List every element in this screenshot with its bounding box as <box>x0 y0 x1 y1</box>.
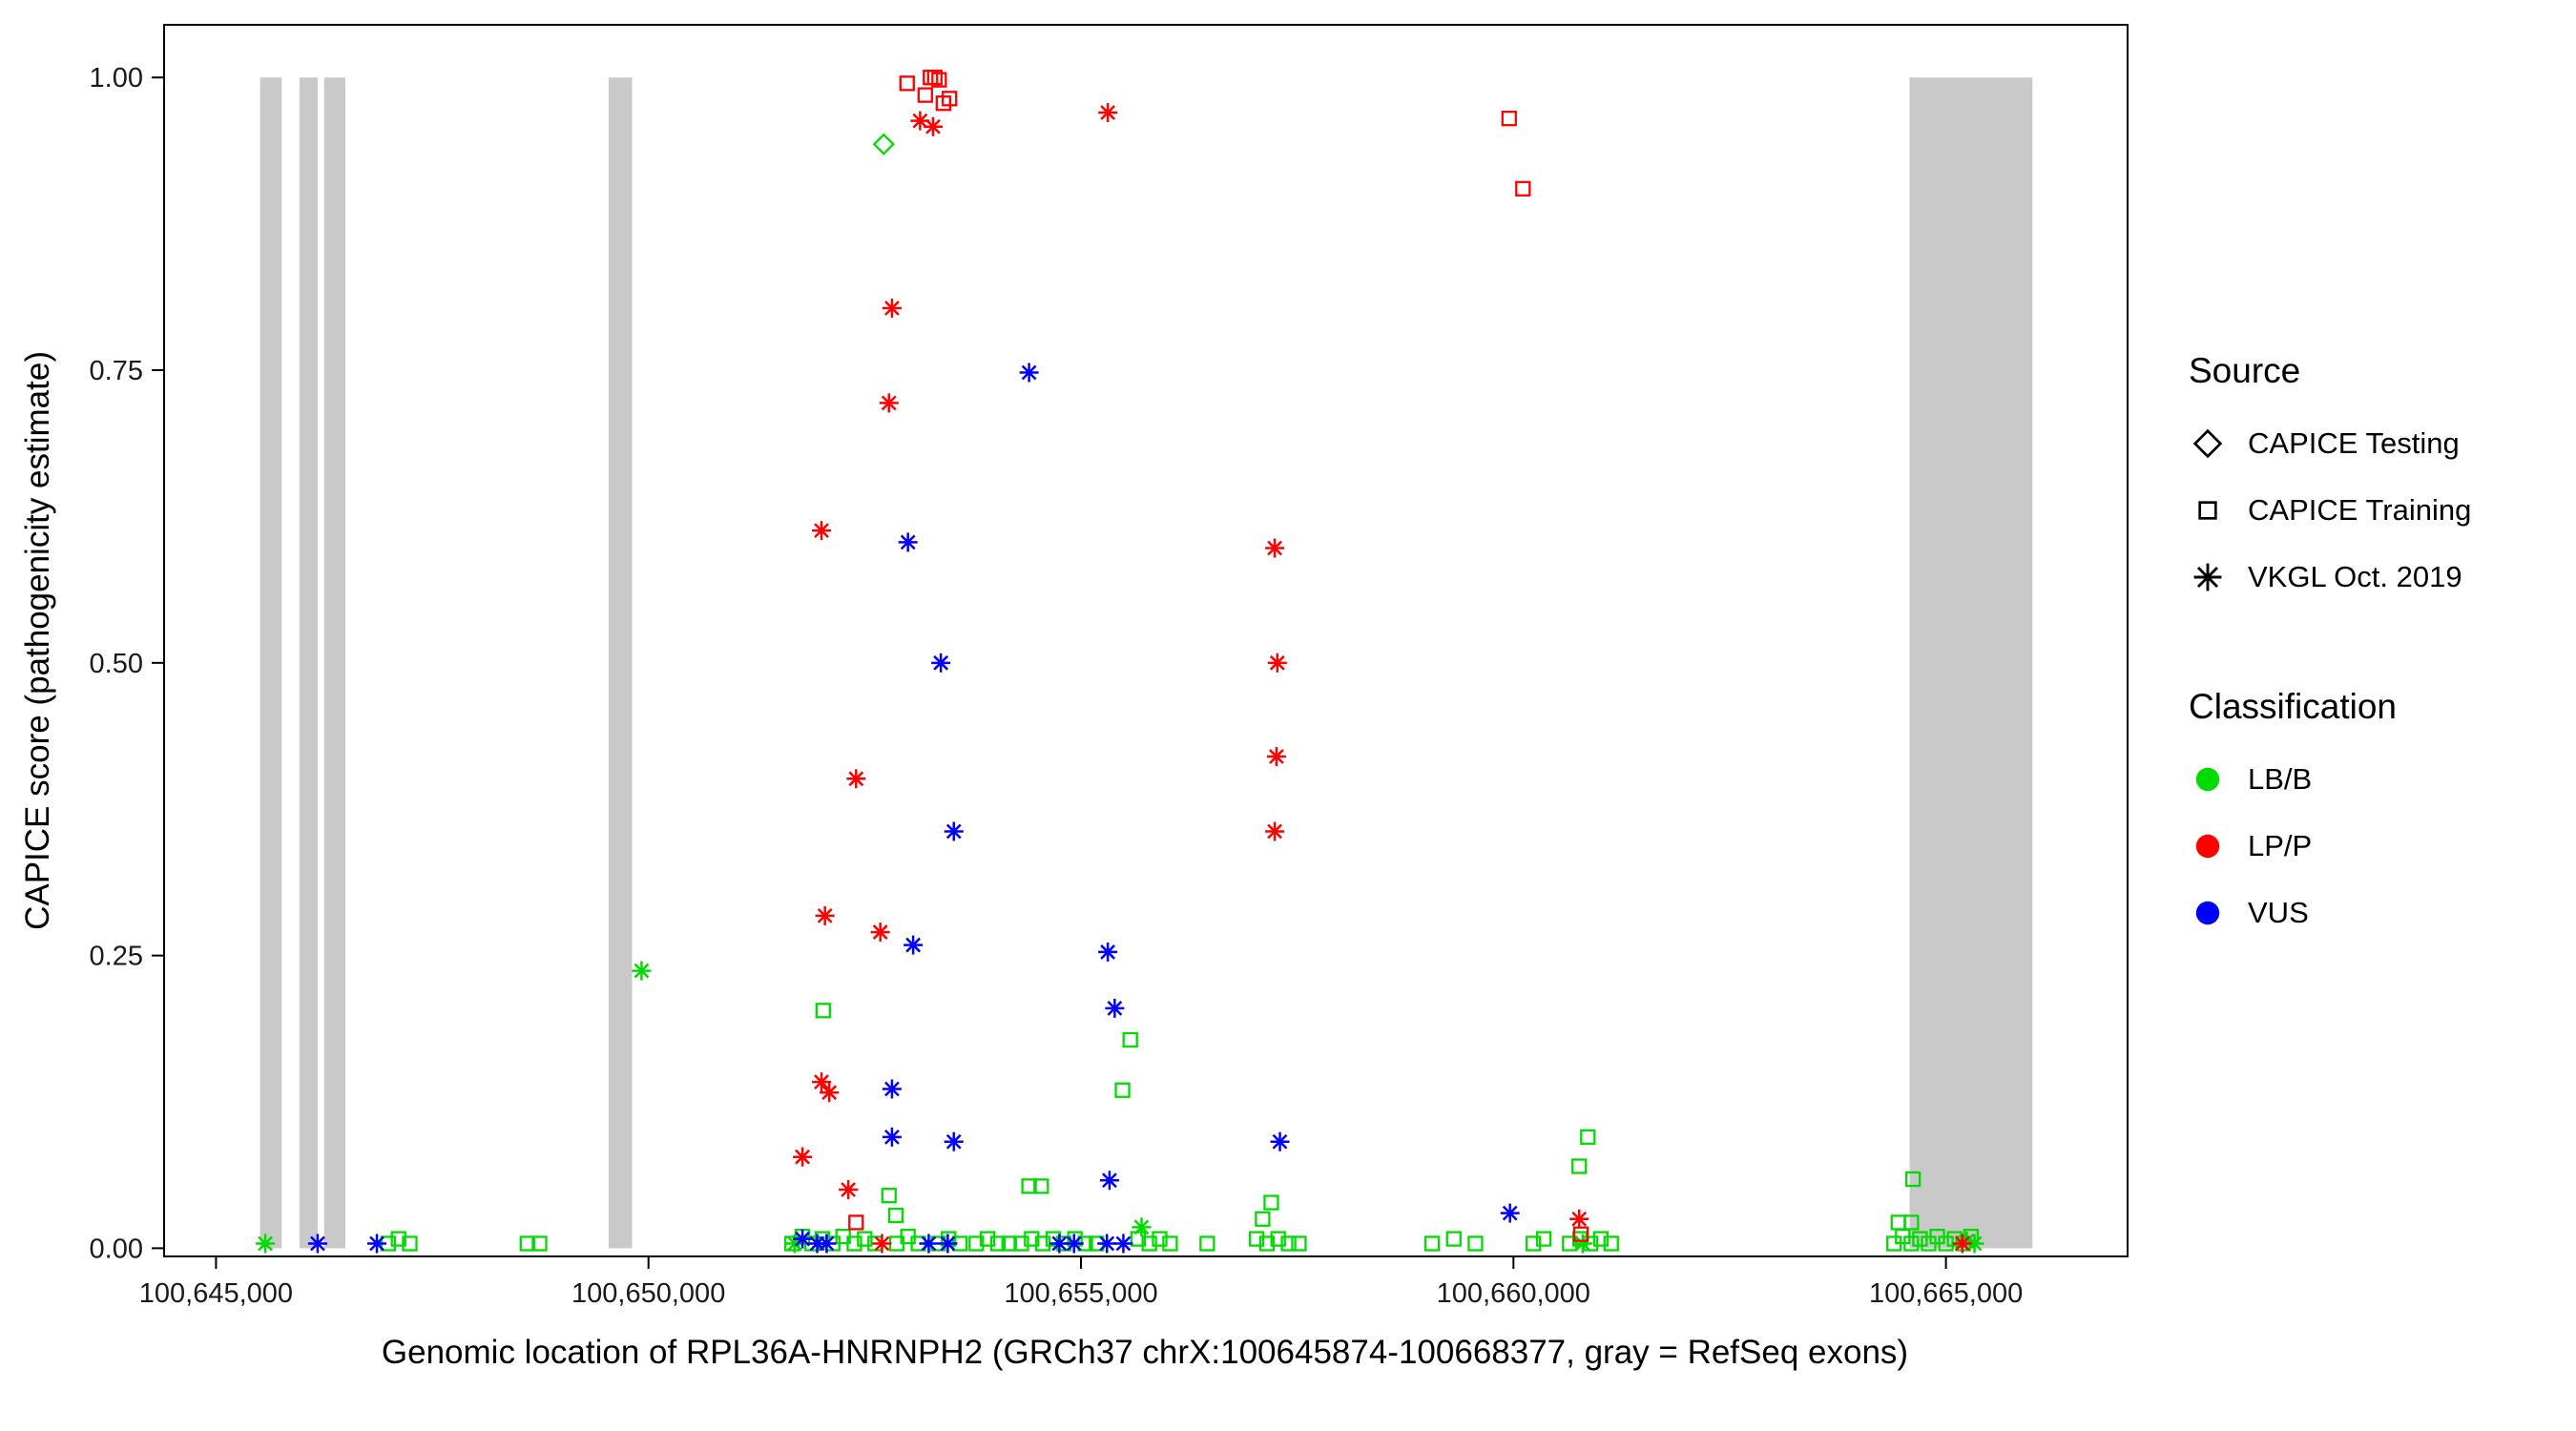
x-axis-title: Genomic location of RPL36A-HNRNPH2 (GRCh… <box>381 1334 1909 1371</box>
legend-label-vus: VUS <box>2248 896 2309 929</box>
legend-label-lbb: LB/B <box>2248 762 2313 796</box>
legend-source-title: Source <box>2189 351 2301 390</box>
legend-item-lbb: LB/B <box>2189 746 2471 813</box>
legend-item-vkgl: VKGL Oct. 2019 <box>2189 544 2471 611</box>
legend-label-capice-testing: CAPICE Testing <box>2248 426 2460 460</box>
legend-source-section: Source CAPICE Testing CAPICE Training <box>2189 351 2471 611</box>
panel-border <box>163 24 2129 1257</box>
asterisk-icon <box>2193 563 2222 591</box>
series-vkgl-lp-p <box>793 103 1972 1254</box>
legend: Source CAPICE Testing CAPICE Training <box>2189 351 2471 946</box>
legend-item-capice-training: CAPICE Training <box>2189 477 2471 544</box>
legend-item-capice-testing: CAPICE Testing <box>2189 410 2471 477</box>
y-axis-title: CAPICE score (pathogenicity estimate) <box>13 25 63 1256</box>
x-axis-tick-label: 100,660,000 <box>1437 1278 1590 1309</box>
refseq-exon-bar <box>1909 77 2033 1249</box>
refseq-exon-bar <box>323 77 345 1249</box>
legend-item-lpp: LP/P <box>2189 813 2471 880</box>
legend-item-vus: VUS <box>2189 880 2471 946</box>
legend-classification-title: Classification <box>2189 687 2397 726</box>
series-capice-training-lp-p <box>848 70 1589 1242</box>
x-axis-tick-label: 100,650,000 <box>571 1278 725 1309</box>
x-axis-tick-label: 100,655,000 <box>1004 1278 1157 1309</box>
legend-label-vkgl: VKGL Oct. 2019 <box>2248 560 2462 593</box>
y-axis-tick-label: 0.00 <box>90 1234 143 1264</box>
legend-label-capice-training: CAPICE Training <box>2248 493 2472 527</box>
diamond-icon <box>2192 428 2223 459</box>
y-axis-tick-label: 0.25 <box>90 942 143 972</box>
refseq-exon-bar <box>299 77 318 1249</box>
refseq-exon-bar <box>260 77 282 1249</box>
y-axis-tick-label: 0.75 <box>90 356 143 386</box>
refseq-exon-bar <box>608 77 633 1249</box>
y-axis-tick-label: 1.00 <box>90 63 143 93</box>
square-icon <box>2198 501 2217 520</box>
lbb-circle-icon <box>2195 767 2220 792</box>
series-capice-training-lb-b <box>380 1003 1980 1252</box>
y-axis-tick-label: 0.50 <box>90 649 143 679</box>
lpp-circle-icon <box>2195 834 2220 859</box>
x-axis-tick-label: 100,665,000 <box>1869 1278 2023 1309</box>
y-axis-title-text: CAPICE score (pathogenicity estimate) <box>19 351 56 930</box>
vus-circle-icon <box>2195 901 2220 925</box>
legend-classification-section: Classification LB/B LP/P VUS <box>2189 687 2471 946</box>
legend-label-lpp: LP/P <box>2248 829 2313 862</box>
series-vkgl-lb-b <box>256 961 1984 1254</box>
x-axis-tick-label: 100,645,000 <box>139 1278 293 1309</box>
series-capice-testing-lb-b <box>872 133 895 156</box>
series-vkgl-vus <box>307 363 1520 1254</box>
